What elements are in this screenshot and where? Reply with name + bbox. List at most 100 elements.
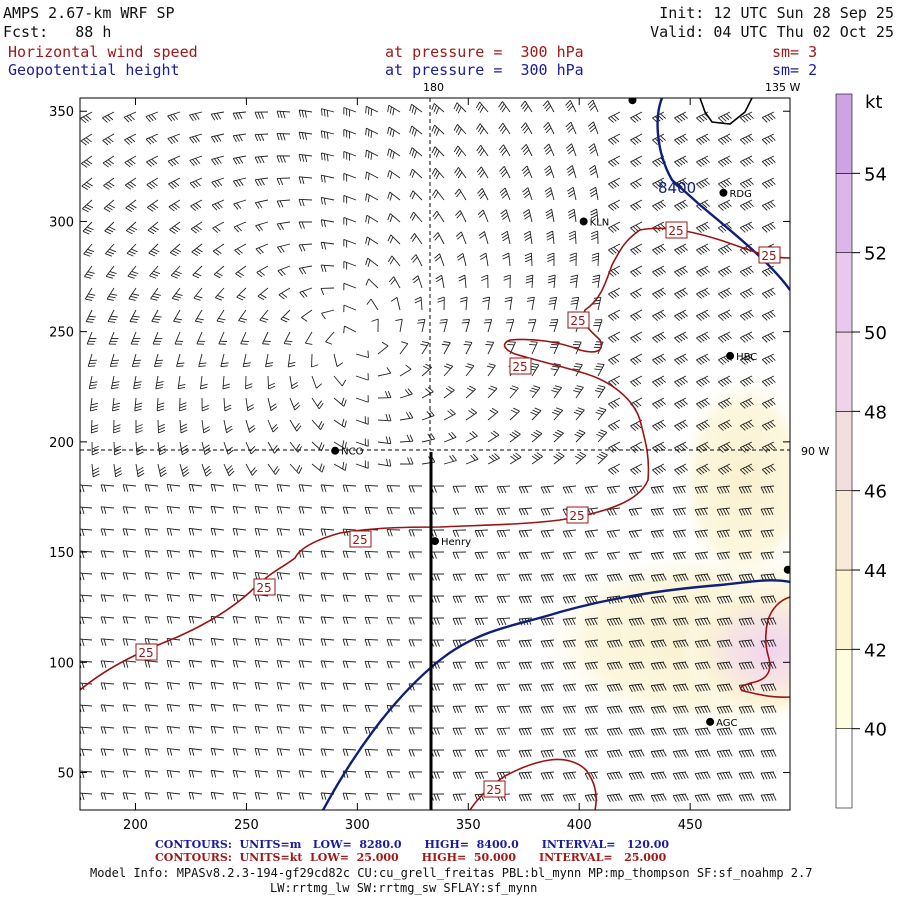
wind-barb [434,253,445,267]
wind-barb [474,749,489,758]
wind-barb [365,193,379,203]
wind-barb [409,211,423,223]
wind-barb [254,638,269,646]
wind-barb [540,639,555,648]
wind-barb [188,791,203,800]
wind-barb [364,594,379,603]
wind-barb [408,639,423,647]
wind-barb [377,367,392,377]
wind-barb [672,617,689,627]
wind-barb [431,103,445,115]
speed-contour-label-box [566,506,589,524]
wind-barb [399,411,414,421]
wind-barb [498,122,511,135]
wind-barb [320,108,335,118]
wind-barb [540,617,555,626]
wind-barb [420,341,430,355]
wind-barb [232,725,247,734]
wind-barb [408,551,423,559]
wind-barb [518,771,533,780]
wind-barb [387,170,401,180]
colorbar-label: 50 [864,323,887,344]
wind-barb [674,287,688,299]
wind-barb [674,353,688,365]
wind-barb [298,198,313,207]
wind-barb [465,453,479,465]
wind-barb [503,274,511,289]
field2-name: Geopotential height [8,61,180,79]
wind-barb [437,296,445,311]
wind-barb [573,385,584,399]
wind-barb [386,617,401,625]
wind-barb [521,144,533,157]
wind-barb [220,353,229,368]
wind-barb [245,397,255,412]
wind-barb [553,451,565,465]
wind-barb [167,133,181,145]
wind-barb [443,454,457,465]
wind-barb [628,507,643,517]
wind-barb [452,551,467,559]
wind-barb [145,111,159,123]
wind-barb [761,463,776,475]
wind-barb [179,441,189,456]
wind-barb [455,210,467,223]
wind-barb [210,681,225,690]
wind-barb [113,441,122,456]
wind-barb [276,726,291,734]
y-tick-label: 150 [49,546,74,561]
wind-barb [594,385,606,399]
wind-barb [166,703,181,712]
wind-barb [387,213,401,223]
wind-barb [562,683,577,692]
wind-barb [277,265,291,277]
wind-barb [562,573,577,582]
wind-barb [298,660,313,668]
wind-barb [298,572,313,580]
wind-barb [83,243,95,257]
wind-barb [474,573,489,582]
wind-barb [522,187,533,201]
wind-barb [584,639,599,648]
wind-barb [526,296,535,311]
wind-barb [518,551,533,560]
y-tick-label: 200 [49,436,74,451]
wind-barb [474,771,489,780]
wind-barb [630,287,643,299]
wind-barb [155,375,164,390]
wind-barb [761,353,776,365]
wind-barb [112,397,121,412]
wind-barb [544,165,555,179]
wind-barb [387,234,401,245]
wind-barb [364,770,379,779]
y-tick-label: 100 [49,656,74,671]
wind-barb [298,265,313,275]
wind-barb [122,594,137,602]
wind-barb [232,155,247,165]
wind-barb [552,429,564,443]
wind-barb [365,171,379,181]
wind-barb [562,749,577,758]
wind-barb [540,771,555,780]
wind-barb [672,661,689,671]
wind-barb [100,484,115,492]
wind-barb [718,199,732,211]
wind-barb [432,210,445,223]
speed-contour-label-box [483,780,506,798]
wind-barb [135,441,144,456]
wind-barb [386,507,401,515]
x-tick-label: 200 [123,818,148,833]
wind-barb [432,189,445,201]
wind-barb [696,155,710,167]
wind-barb [498,144,511,157]
wind-barb [569,274,578,289]
wind-barb [342,484,357,493]
height-contour-info: CONTOURS: UNITS=m LOW= 8280.0 HIGH= 8400… [155,838,669,851]
wind-barb [630,177,643,189]
wind-barb [460,296,468,311]
speed-contour-label-box [349,530,372,548]
wind-barb [216,309,226,323]
wind-barb [218,331,228,345]
wind-barb [254,484,269,492]
wind-barb [630,375,643,387]
